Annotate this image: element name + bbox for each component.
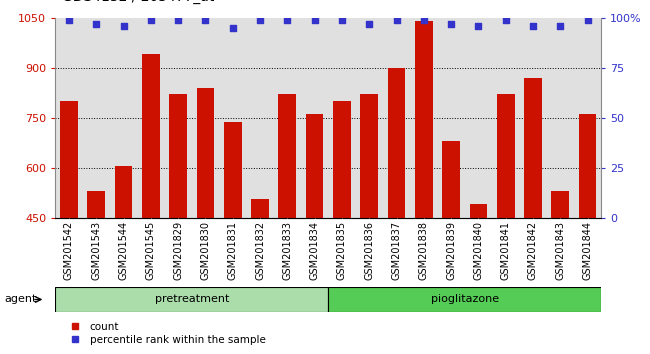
Bar [196,88,214,218]
Bar [251,199,269,218]
Text: GSM201841: GSM201841 [500,221,511,280]
Point [146,17,156,23]
Text: GSM201844: GSM201844 [582,221,593,280]
Bar [469,204,488,218]
Bar [87,191,105,218]
Text: GSM201545: GSM201545 [146,221,156,280]
Bar [306,114,324,218]
Bar [524,78,542,218]
Bar [328,287,601,312]
Bar [360,95,378,218]
Bar [415,21,433,218]
Text: GSM201842: GSM201842 [528,221,538,280]
Legend: count, percentile rank within the sample: count, percentile rank within the sample [60,318,270,349]
Text: GSM201839: GSM201839 [446,221,456,280]
Point [528,23,538,29]
Point [500,17,511,23]
Point [282,17,293,23]
Text: pioglitazone: pioglitazone [431,295,499,304]
Point [555,23,566,29]
Text: GSM201838: GSM201838 [419,221,429,280]
Point [419,17,429,23]
Point [446,21,456,27]
Point [582,17,593,23]
Text: GSM201836: GSM201836 [364,221,374,280]
Bar [224,122,242,218]
Point [309,17,320,23]
Bar [278,95,296,218]
Point [91,21,101,27]
Text: GSM201832: GSM201832 [255,221,265,280]
Bar [333,101,351,218]
Text: GSM201837: GSM201837 [391,221,402,280]
Text: GSM201843: GSM201843 [555,221,566,280]
Point [364,21,374,27]
Bar [578,114,597,218]
Point [391,17,402,23]
Point [173,17,183,23]
Bar [387,68,406,218]
Point [64,17,74,23]
Point [227,25,238,30]
Point [255,17,265,23]
Bar [442,141,460,218]
Text: GSM201543: GSM201543 [91,221,101,280]
Point [473,23,484,29]
Bar [114,166,133,218]
Text: GSM201833: GSM201833 [282,221,293,280]
Bar [551,191,569,218]
Text: GSM201835: GSM201835 [337,221,347,280]
Bar [169,95,187,218]
Text: GSM201840: GSM201840 [473,221,484,280]
Point [337,17,347,23]
Point [118,23,129,29]
Text: GDS4132 / 203477_at: GDS4132 / 203477_at [62,0,214,4]
Bar [60,101,78,218]
Text: GSM201542: GSM201542 [64,221,74,280]
Text: GSM201831: GSM201831 [227,221,238,280]
Text: GSM201830: GSM201830 [200,221,211,280]
Text: GSM201829: GSM201829 [173,221,183,280]
Point [200,17,211,23]
Bar [142,55,160,218]
Bar [497,95,515,218]
Bar [55,287,328,312]
Text: GSM201834: GSM201834 [309,221,320,280]
Text: GSM201544: GSM201544 [118,221,129,280]
Text: agent: agent [5,295,37,304]
Text: pretreatment: pretreatment [155,295,229,304]
